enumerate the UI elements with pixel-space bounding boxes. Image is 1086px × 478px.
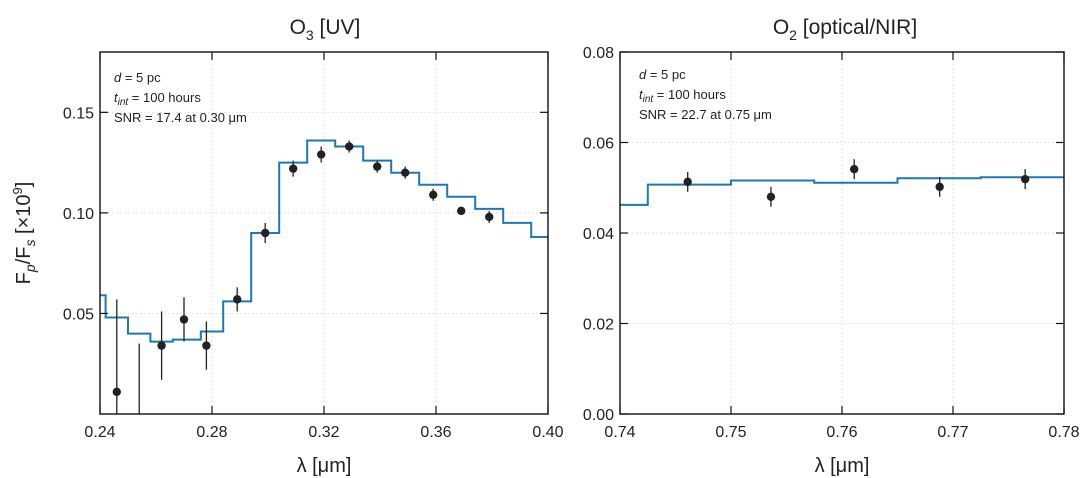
data-points-layer (112, 140, 494, 414)
y-tick-label: 0.02 (583, 317, 614, 334)
data-point (485, 212, 494, 222)
data-points-layer (683, 159, 1030, 207)
data-point (345, 142, 354, 151)
data-point (373, 162, 382, 171)
annotation-integration-time: tint = 100 hours (114, 90, 201, 108)
panel-title: O3 [UV] (290, 16, 361, 43)
axis-ticks: 0.24 0.28 0.32 0.36 0.40 0.05 0.10 0.15 (63, 52, 564, 441)
data-point (1020, 174, 1030, 184)
data-point (766, 192, 776, 201)
data-point (935, 182, 944, 192)
y-tick-label: 0.05 (63, 306, 94, 323)
plot-frame (619, 51, 1065, 415)
y-tick-label: 0.08 (583, 45, 614, 62)
data-point (202, 341, 211, 350)
data-point (289, 164, 298, 173)
y-tick-label: 0.06 (583, 136, 614, 153)
y-axis-label: Fp/Fs [×109] (10, 182, 38, 285)
data-point (179, 315, 189, 324)
annotation-snr: SNR = 17.4 at 0.30 μm (114, 110, 247, 125)
data-point (401, 168, 410, 177)
model-spectrum-layer (620, 176, 1064, 206)
annotation-distance: d = 5 pc (639, 67, 686, 82)
grid-lines (99, 52, 549, 414)
model-spectrum-line (620, 176, 1064, 206)
x-tick-label: 0.78 (1048, 424, 1079, 441)
x-tick-label: 0.76 (826, 424, 857, 441)
data-point (261, 228, 270, 238)
data-point (457, 206, 466, 216)
observation-annotation: d = 5 pc tint = 100 hours SNR = 17.4 at … (114, 70, 247, 125)
annotation-distance: d = 5 pc (114, 70, 161, 85)
annotation-integration-time: tint = 100 hours (639, 87, 726, 105)
panel-title: O2 [optical/NIR] (773, 16, 917, 43)
observation-annotation: d = 5 pc tint = 100 hours SNR = 22.7 at … (639, 67, 772, 122)
panel-o3-uv: O3 [UV] 0.24 0.28 0.32 0.36 0.40 0.05 0.10 0.15… (63, 16, 564, 477)
data-point (683, 177, 692, 187)
data-point (157, 341, 166, 350)
data-point (317, 150, 326, 159)
data-point (429, 190, 438, 199)
x-tick-label: 0.36 (420, 424, 451, 441)
model-spectrum-line (100, 139, 548, 343)
model-spectrum-layer (100, 139, 548, 343)
y-tick-label: 0.10 (63, 206, 94, 223)
annotation-snr: SNR = 22.7 at 0.75 μm (639, 107, 772, 122)
data-point (850, 164, 859, 174)
panel-o2-optical-nir: O2 [optical/NIR] 0.74 0.75 0.76 0.77 0.78 0.0… (583, 16, 1080, 477)
x-tick-label: 0.28 (196, 424, 227, 441)
x-tick-label: 0.24 (84, 424, 115, 441)
x-tick-label: 0.40 (532, 424, 563, 441)
x-tick-label: 0.77 (937, 424, 968, 441)
y-tick-label: 0.04 (583, 226, 614, 243)
x-tick-label: 0.32 (308, 424, 339, 441)
axis-ticks: 0.74 0.75 0.76 0.77 0.78 0.00 0.02 0.04 0.06 0.08 (583, 45, 1080, 441)
x-tick-label: 0.74 (604, 424, 635, 441)
data-point (112, 387, 122, 397)
data-point (233, 295, 242, 304)
y-tick-label: 0.00 (583, 407, 614, 424)
plot-frame (99, 51, 549, 415)
x-axis-label: λ [μm] (815, 455, 870, 477)
x-axis-label: λ [μm] (297, 455, 352, 477)
x-tick-label: 0.75 (715, 424, 746, 441)
y-tick-label: 0.15 (63, 105, 94, 122)
